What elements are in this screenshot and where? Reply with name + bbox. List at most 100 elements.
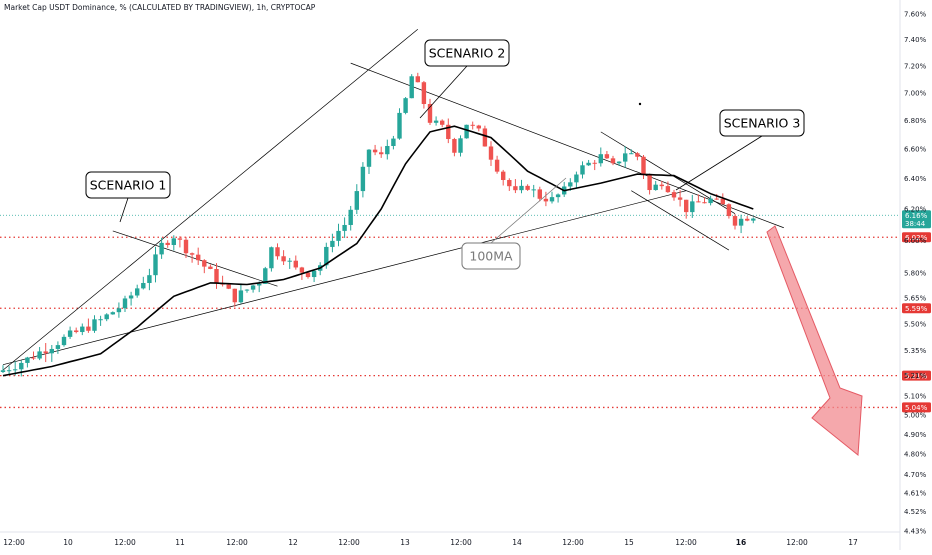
candle-body [116, 308, 122, 313]
candle-body [641, 156, 646, 176]
candle-body [379, 152, 384, 155]
candle-body [208, 266, 213, 269]
x-tick-label: 14 [512, 538, 522, 547]
candle-body [232, 288, 237, 303]
x-tick-label: 12:00 [786, 538, 808, 547]
scenario-2-box [424, 39, 510, 67]
candle-body [305, 272, 311, 278]
candle-body [586, 162, 591, 166]
y-tick-label: 5.35% [904, 347, 927, 355]
trend-line [2, 28, 419, 371]
candle-body [153, 254, 158, 276]
candle-body [104, 314, 109, 320]
down-arrow [766, 225, 863, 456]
candle-body [275, 247, 280, 257]
ma-100-line [2, 125, 754, 377]
y-tick-label: 5.50% [904, 320, 927, 328]
ma-label-box [461, 242, 521, 270]
x-tick-label: 12:00 [450, 538, 472, 547]
y-tick-label: 6.00% [904, 237, 927, 245]
candle-body [623, 153, 628, 162]
candle-body [348, 209, 353, 225]
candle-body [677, 197, 683, 200]
candle-body [354, 191, 359, 210]
trend-line [2, 190, 687, 366]
x-tick-label: 12:00 [338, 538, 360, 547]
candle-body [580, 165, 585, 175]
candle-body [159, 242, 164, 255]
candle-body [714, 198, 719, 200]
candle-body [244, 289, 250, 291]
candle-body [165, 242, 170, 245]
candle-body [751, 218, 756, 221]
candle-body [257, 283, 262, 286]
candle-body [122, 298, 128, 309]
candle-body [385, 145, 390, 155]
y-tick-label: 5.80% [904, 269, 927, 277]
scenario-2-pointer [419, 65, 468, 119]
trend-line [112, 230, 278, 287]
ma-label-pointer [490, 177, 567, 244]
x-tick-label: 15 [624, 538, 634, 547]
arrow-layer [766, 225, 863, 456]
candle-body [684, 199, 689, 213]
candle-body [67, 330, 73, 337]
level-label: 5.21% [905, 372, 928, 380]
candle-body [543, 198, 549, 202]
y-tick-label: 5.65% [904, 294, 927, 302]
annotations-layer: SCENARIO 1 SCENARIO 2 SCENARIO 3 100MA [85, 39, 805, 270]
candle-body [80, 326, 85, 333]
candle-body [147, 275, 152, 283]
candle-body [519, 185, 524, 191]
candle-body [49, 348, 54, 354]
levels-layer: 6.02% 5.59% 5.21% 5.04% 6.16%38:44 [0, 210, 931, 413]
y-tick-label: 6.80% [904, 117, 927, 125]
candle-body [74, 330, 79, 333]
candle-body [433, 120, 439, 123]
candle-body [708, 198, 713, 204]
level-badge [902, 402, 931, 413]
y-tick-label: 7.40% [904, 36, 927, 44]
candle-body [421, 82, 427, 105]
candle-body [616, 161, 622, 164]
candle-body [409, 76, 414, 99]
current-price-badge [902, 210, 931, 229]
candle-body [372, 149, 378, 153]
level-badge [902, 232, 931, 243]
candle-body [525, 185, 530, 190]
x-tick-label: 17 [848, 538, 858, 547]
candle-body [531, 189, 536, 191]
candle-body [598, 154, 603, 164]
x-tick-label: 12:00 [3, 538, 25, 547]
candle-body [214, 268, 219, 283]
candle-body [391, 138, 396, 146]
candle-body [13, 369, 18, 371]
candles-layer [0, 72, 756, 377]
candle-body [202, 260, 207, 267]
y-tick-label: 4.90% [904, 431, 927, 439]
y-tick-label: 4.70% [904, 471, 927, 479]
candle-body [25, 357, 30, 363]
candle-body [196, 254, 201, 261]
x-tick-label: 10 [63, 538, 73, 547]
candle-body [177, 238, 183, 240]
candle-body [397, 112, 402, 139]
candle-body [183, 239, 189, 254]
candle-body [458, 138, 463, 153]
candle-body [555, 194, 561, 198]
candle-body [128, 295, 134, 299]
candle-body [311, 270, 317, 278]
trend-line [631, 190, 730, 251]
trendlines-layer [2, 28, 784, 371]
candle-body [366, 149, 372, 167]
scenario-3-box [719, 109, 805, 137]
level-label: 5.04% [905, 404, 928, 412]
candle-body [6, 370, 12, 372]
x-tick-label: 12:00 [562, 538, 584, 547]
trend-line [350, 62, 784, 229]
x-axis: 12:00 10 12:00 11 12:00 12 12:00 13 12:00 14 12:00… [0, 531, 900, 547]
candle-body [604, 154, 610, 159]
marker-dot [638, 102, 642, 106]
